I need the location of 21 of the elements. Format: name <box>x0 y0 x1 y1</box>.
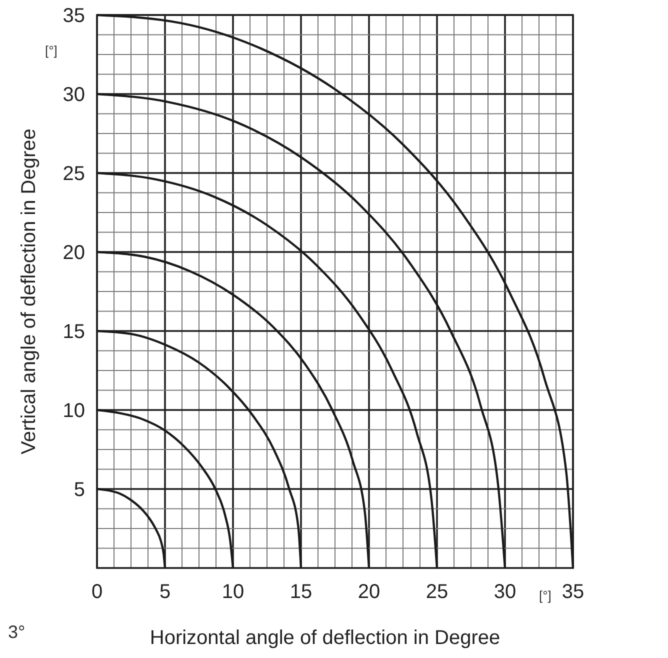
x-tick-label: 5 <box>159 581 171 603</box>
line-series <box>96 14 574 570</box>
x-tick-label: 15 <box>290 581 312 603</box>
y-tick-label: 25 <box>62 163 85 185</box>
y-tick-label: 5 <box>74 479 85 501</box>
text: [°] <box>45 43 58 58</box>
y-tick-label: 15 <box>62 321 85 343</box>
x-tick-label: 25 <box>426 581 448 603</box>
y-tick-label: 10 <box>62 400 85 422</box>
x-axis-title: Horizontal angle of deflection in Degree <box>150 627 500 649</box>
x-tick-label: 20 <box>358 581 380 603</box>
x-tick-label: 0 <box>91 581 103 603</box>
x-tick-label: 35 <box>562 581 584 603</box>
y-tick-label: 30 <box>62 84 85 106</box>
text: [°] <box>539 588 552 603</box>
y-tick-label: 20 <box>62 242 85 264</box>
y-tick-label: 35 <box>62 5 85 27</box>
x-tick-label: 30 <box>494 581 516 603</box>
text: 3° <box>8 622 26 642</box>
x-tick-label: 10 <box>222 581 244 603</box>
y-axis-title: Vertical angle of deflection in Degree <box>18 128 40 454</box>
